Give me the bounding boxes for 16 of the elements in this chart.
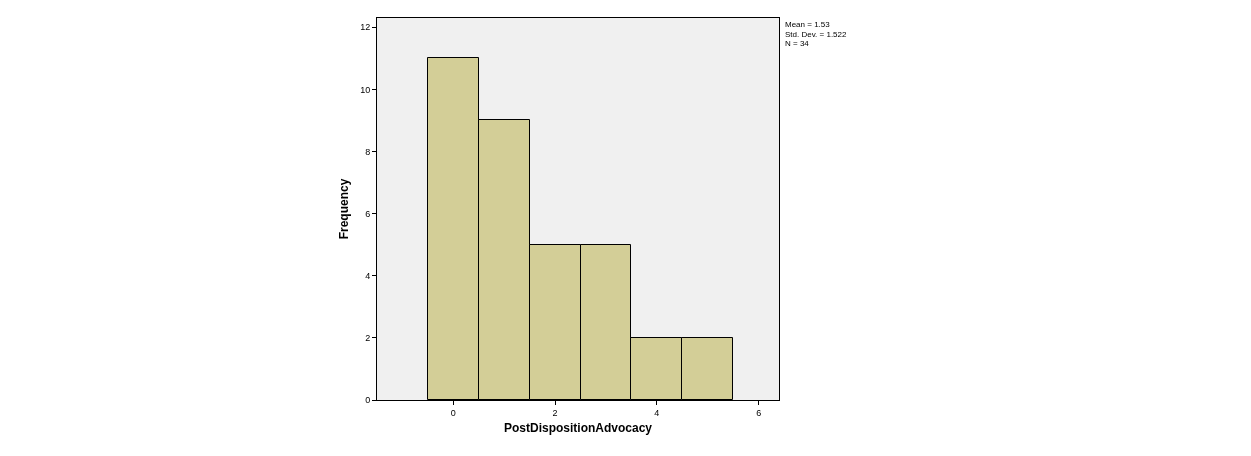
text: Std. Dev. = 1.522 xyxy=(785,30,847,39)
y-tick-label: 2 xyxy=(365,333,371,344)
y-tick-label: 12 xyxy=(360,22,371,33)
x-tick-label: 6 xyxy=(756,407,762,418)
text: N = 34 xyxy=(785,39,810,48)
y-tick-label: 4 xyxy=(365,270,371,281)
x-axis-title: PostDispositionAdvocacy xyxy=(503,420,653,435)
y-tick-label: 8 xyxy=(365,146,371,157)
y-tick-label: 6 xyxy=(365,208,371,219)
y-axis-title: Frequency xyxy=(337,178,352,240)
y-tick-label: 10 xyxy=(360,84,371,95)
x-tick-label: 0 xyxy=(450,407,456,418)
text: Mean = 1.53 xyxy=(785,20,831,29)
x-tick-label: 4 xyxy=(654,407,660,418)
x-tick-label: 2 xyxy=(552,407,558,418)
y-tick-label: 0 xyxy=(365,395,371,406)
